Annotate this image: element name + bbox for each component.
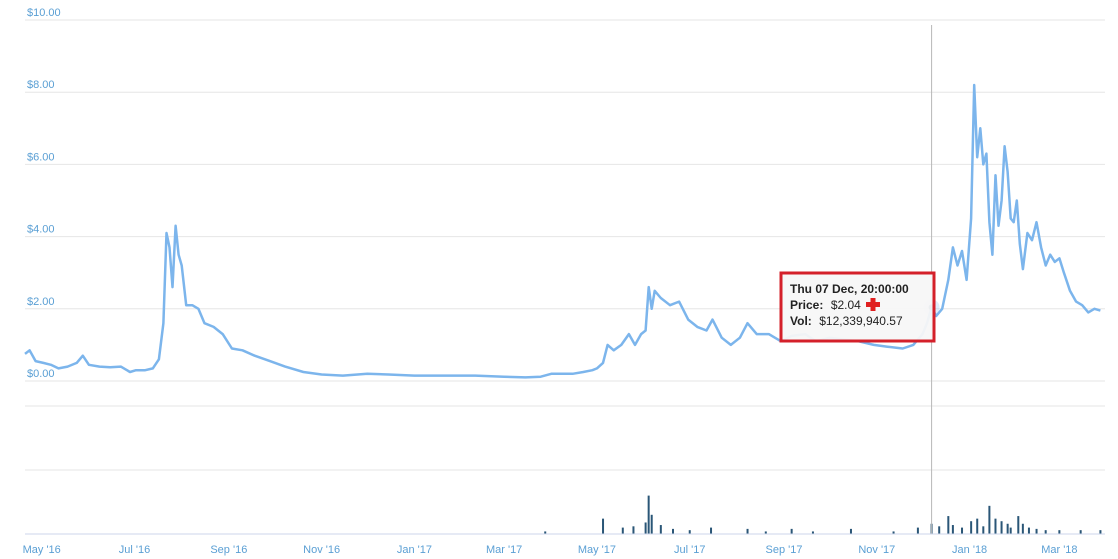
y-tick-label: $6.00 [27, 151, 55, 163]
volume-bar [647, 495, 650, 534]
volume-bar [970, 521, 973, 534]
volume-bar [811, 531, 814, 534]
volume-bar [1027, 527, 1030, 534]
volume-bar [916, 527, 919, 534]
tooltip-price-value: $2.04 [831, 298, 861, 312]
tooltip-title: Thu 07 Dec, 20:00:00 [790, 282, 909, 296]
x-tick-label: Jan '18 [952, 544, 987, 556]
volume-bar [688, 530, 691, 534]
x-tick-label: May '17 [578, 544, 616, 556]
volume-bar [951, 525, 954, 534]
volume-bar [947, 516, 950, 534]
x-tick-label: May '16 [23, 544, 61, 556]
volume-bar [1035, 528, 1038, 534]
y-tick-label: $4.00 [27, 224, 55, 236]
tooltip-price-row: Price: $2.04 [790, 296, 861, 313]
x-tick-label: Sep '17 [766, 544, 803, 556]
tooltip-vol-value: $12,339,940.57 [819, 314, 903, 328]
y-tick-label: $2.00 [27, 296, 55, 308]
grid-lines [25, 19, 1105, 382]
volume-bar [672, 528, 674, 534]
x-tick-label: Nov '17 [858, 544, 895, 556]
x-tick-label: Jan '17 [397, 544, 432, 556]
volume-bar [746, 528, 749, 534]
tooltip-box [779, 271, 936, 343]
y-tick-label: $10.00 [27, 7, 61, 19]
x-tick-label: Mar '17 [486, 544, 522, 556]
volume-bar [961, 527, 964, 534]
x-axis-labels: May '16 Jul '16 Sep '16 Nov '16 Jan '17 Mar '… [23, 544, 1078, 556]
tooltip-price-key: Price: [790, 298, 823, 312]
tooltip: Thu 07 Dec, 20:00:00 Price: $2.04 Vol: $… [779, 271, 936, 343]
volume-bar [602, 518, 605, 534]
volume-bar [1017, 516, 1020, 534]
volume-bar [1009, 527, 1012, 534]
tooltip-vol-key: Vol: [790, 314, 812, 328]
volume-bar [892, 531, 895, 534]
volume-bar [632, 526, 635, 534]
volume-bar [650, 514, 653, 534]
red-cross-icon [866, 298, 880, 311]
volume-bar [621, 527, 624, 534]
volume-bars [544, 495, 1102, 534]
y-axis-labels: $0.00 $2.00 $4.00 $6.00 $8.00 $10.00 [27, 7, 61, 380]
volume-bar [710, 527, 713, 534]
x-tick-label: Jul '17 [674, 544, 705, 556]
volume-bar [982, 526, 985, 534]
x-tick-label: Nov '16 [303, 544, 340, 556]
volume-bar [976, 518, 979, 534]
x-tick-label: Mar '18 [1041, 544, 1077, 556]
volume-bar [1000, 521, 1003, 534]
volume-bar [659, 525, 662, 534]
x-tick-label: Jul '16 [119, 544, 150, 556]
volume-bar [764, 531, 767, 534]
volume-bar [994, 518, 997, 534]
volume-bar [644, 522, 647, 534]
volume-bar [1021, 523, 1024, 534]
volume-bar [1006, 523, 1009, 534]
y-tick-label: $0.00 [27, 368, 55, 380]
volume-bar [1079, 530, 1082, 534]
y-tick-label: $8.00 [27, 79, 55, 91]
tooltip-vol-row: Vol: $12,339,940.57 [790, 312, 903, 329]
volume-bar [1044, 530, 1047, 534]
volume-bar [544, 531, 547, 534]
volume-bar [790, 528, 793, 534]
volume-bar [1099, 530, 1102, 534]
volume-bar [1058, 530, 1061, 534]
volume-bar [938, 526, 941, 534]
volume-bar [849, 528, 852, 534]
x-tick-label: Sep '16 [210, 544, 247, 556]
volume-bar [988, 505, 991, 534]
price-line [24, 83, 1101, 379]
